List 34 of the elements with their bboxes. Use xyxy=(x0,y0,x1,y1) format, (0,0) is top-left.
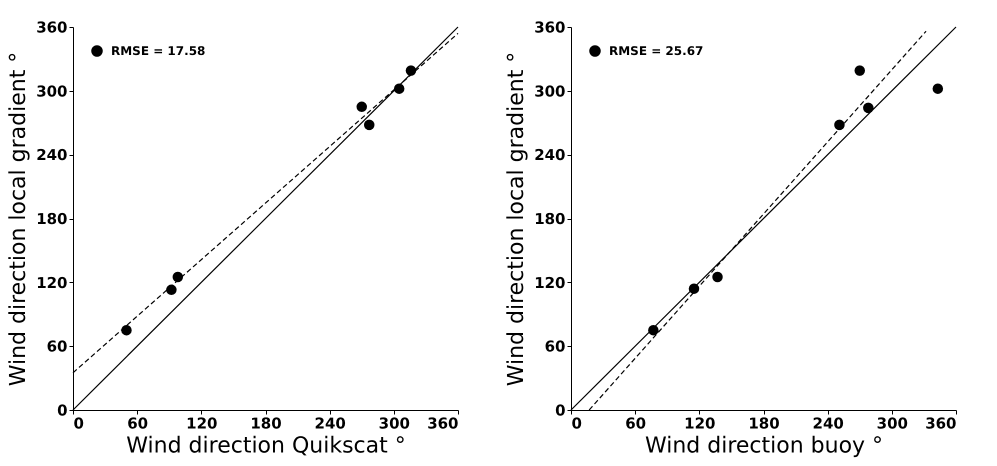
y-tick-label: 60 xyxy=(46,338,68,356)
y-axis-title: Wind direction local gradient ° xyxy=(504,52,530,386)
y-tick-label: 360 xyxy=(534,18,566,36)
y-tick-label: 0 xyxy=(555,402,566,420)
legend-label: RMSE = 17.58 xyxy=(111,44,206,58)
x-tick-label: 300 xyxy=(378,414,410,432)
y-tick-label: 60 xyxy=(544,338,566,356)
x-tick-label: 0 xyxy=(572,414,582,432)
x-tick-label: 300 xyxy=(876,414,908,432)
x-tick-label: 360 xyxy=(925,414,956,432)
x-tick-label: 240 xyxy=(812,414,844,432)
x-tick-label: 360 xyxy=(427,414,458,432)
y-tick-label: 300 xyxy=(36,82,68,100)
x-tick-label: 60 xyxy=(625,414,646,432)
x-tick-label: 120 xyxy=(186,414,218,432)
y-tick-label: 120 xyxy=(534,274,566,292)
y-tick-label: 180 xyxy=(36,210,68,228)
y-tick-label: 240 xyxy=(534,146,566,164)
x-tick-label: 0 xyxy=(74,414,84,432)
y-tick-label: 360 xyxy=(36,18,68,36)
x-tick-label: 180 xyxy=(250,414,282,432)
x-axis-title: Wind direction buoy ° xyxy=(644,434,884,458)
y-tick-label: 0 xyxy=(57,402,68,420)
legend-label: RMSE = 25.67 xyxy=(609,44,704,58)
y-tick-label: 300 xyxy=(534,82,566,100)
y-tick-label: 120 xyxy=(36,274,68,292)
x-tick-label: 120 xyxy=(684,414,716,432)
y-tick-label: 180 xyxy=(534,210,566,228)
y-axis-title: Wind direction local gradient ° xyxy=(6,52,32,386)
y-tick-label: 240 xyxy=(36,146,68,164)
x-axis-title: Wind direction Quikscat ° xyxy=(126,434,406,458)
x-tick-label: 60 xyxy=(127,414,148,432)
x-tick-label: 240 xyxy=(314,414,346,432)
x-tick-label: 180 xyxy=(748,414,780,432)
